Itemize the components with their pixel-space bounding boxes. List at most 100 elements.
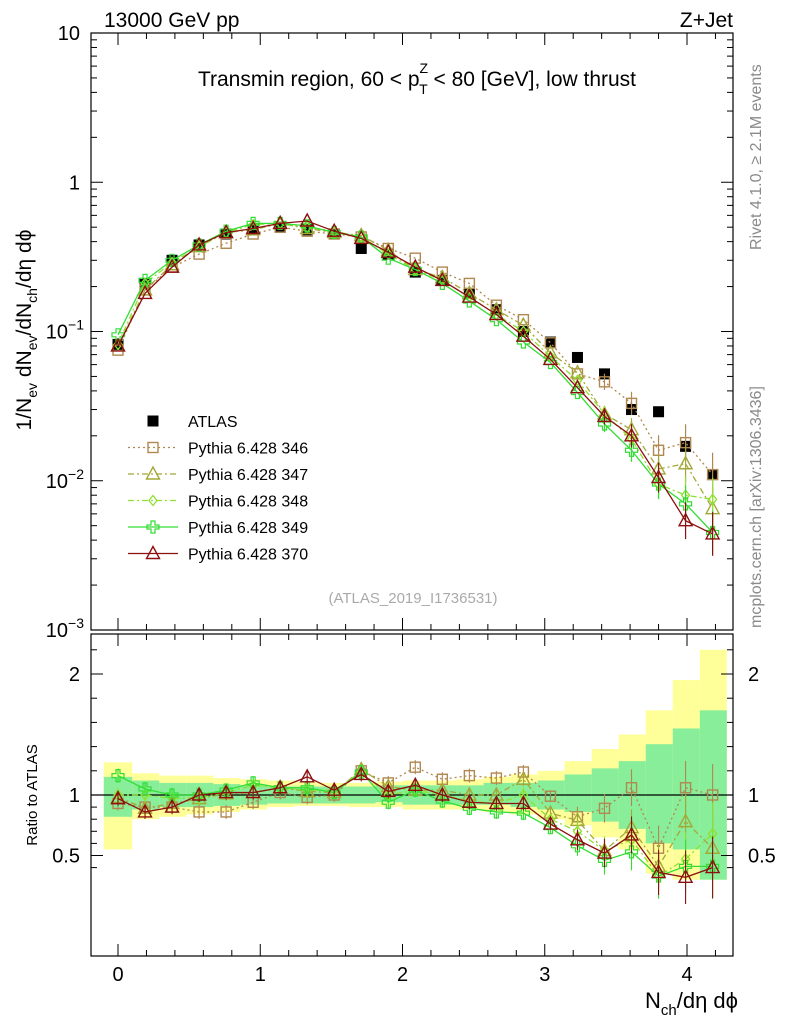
ratio-point <box>489 805 503 819</box>
legend-marker <box>145 545 161 560</box>
main-point <box>571 351 583 363</box>
ratio-point <box>191 786 207 801</box>
ratio-point <box>164 798 180 813</box>
legend: ATLAS Pythia 6.428 346 Pythia 6.428 347 Pyt… <box>128 414 308 564</box>
main-point <box>678 497 693 511</box>
main-panel-content <box>110 212 721 556</box>
ratio-point <box>706 789 719 801</box>
ratio-point <box>409 761 422 773</box>
analysis-watermark: (ATLAS_2019_I1736531) <box>328 590 497 607</box>
main-point <box>164 258 180 273</box>
ratio-point <box>353 765 369 781</box>
main-point <box>383 248 394 261</box>
xlabel-part-0: N <box>645 988 661 1013</box>
main-point <box>272 214 288 230</box>
process-label: Z+Jet <box>680 9 733 32</box>
legend-entry-1: Pythia 6.428 346 <box>128 441 308 458</box>
ylabel-part-6: /dη dϕ <box>13 230 36 288</box>
x-tick-label: 2 <box>397 964 408 986</box>
legend-marker <box>147 441 159 454</box>
ratio-point <box>651 869 666 883</box>
axes: 10 1 10−1 10−2 10−3 0 1 2 3 4 0.5 0.5 1 1 2 2 <box>46 23 776 986</box>
main-panel-frame <box>90 32 734 631</box>
legend-label: Pythia 6.428 348 <box>188 494 308 511</box>
title-sup: Z <box>420 60 429 76</box>
ratio-y-tick-label-right: 1 <box>748 785 759 807</box>
ratio-point <box>245 784 261 799</box>
main-line-1 <box>117 226 714 475</box>
ratio-point <box>488 795 505 810</box>
legend-entry-2: Pythia 6.428 347 <box>128 465 308 484</box>
x-axis-label: Nch/dη dϕ <box>645 988 738 1019</box>
ratio-point <box>679 782 692 794</box>
ratio-point <box>623 826 640 841</box>
main-point <box>137 281 153 296</box>
main-point <box>542 344 559 359</box>
main-point <box>194 240 204 253</box>
main-point <box>327 225 341 240</box>
ratio-point <box>463 769 476 782</box>
ratio-y-axis-label: Ratio to ATLAS <box>24 744 41 845</box>
main-point <box>299 212 315 227</box>
ratio-point <box>516 806 531 820</box>
main-point <box>677 455 694 470</box>
main-point <box>274 221 286 233</box>
title-text-pre: Transmin region, 60 < p <box>198 68 420 91</box>
main-point <box>704 525 721 540</box>
main-point <box>707 493 718 506</box>
main-point <box>326 222 342 237</box>
ratio-y-tick-label-left: 0.5 <box>52 846 80 868</box>
legend-marker <box>147 415 159 427</box>
ratio-point <box>677 813 694 828</box>
main-point <box>517 326 529 337</box>
legend-marker <box>145 465 161 480</box>
ratio-point <box>544 790 557 802</box>
ratio-point <box>515 795 532 810</box>
legend-marker <box>148 494 158 507</box>
ratio-point <box>569 831 586 846</box>
main-point <box>110 337 126 352</box>
ratio-point <box>598 802 611 815</box>
ratio-point <box>624 845 639 859</box>
main-point <box>138 273 152 287</box>
main-point <box>301 224 313 236</box>
ratio-point <box>165 788 179 802</box>
ratio-y-tick-label-left: 2 <box>69 664 80 686</box>
ratio-band-inner <box>564 774 592 812</box>
ratio-point <box>111 769 125 783</box>
ratio-y-tick-label-right: 0.5 <box>748 846 776 868</box>
ratio-point <box>326 781 342 796</box>
ratio-y-tick-label-right: 2 <box>748 664 759 686</box>
main-y-tick-label: 1 <box>69 172 80 194</box>
main-point <box>193 248 205 260</box>
main-point <box>355 242 367 254</box>
legend-entry-5: Pythia 6.428 370 <box>128 545 308 564</box>
main-y-tick-label: 10−3 <box>46 615 84 642</box>
ratio-point <box>220 806 232 818</box>
main-point <box>569 379 586 394</box>
main-point <box>650 469 667 484</box>
ratio-point <box>515 770 532 785</box>
mcplots-label: mcplots.cern.ch [arXiv:1306.3436] <box>748 386 765 628</box>
title-text-post: < 80 [GeV], low thrust <box>428 68 637 91</box>
main-series-5 <box>110 212 721 556</box>
ratio-point <box>542 815 559 830</box>
rivet-version-label: Rivet 4.1.0, ≥ 2.1M events <box>748 64 765 250</box>
main-point <box>218 224 234 239</box>
main-line-5 <box>117 220 713 535</box>
ratio-point <box>110 790 126 805</box>
main-point <box>191 236 207 251</box>
main-point <box>380 243 396 258</box>
legend-entry-0: ATLAS <box>147 414 238 431</box>
main-point <box>653 406 665 418</box>
ratio-panel-content <box>91 649 733 905</box>
main-point <box>677 512 694 527</box>
ratio-point <box>137 803 153 818</box>
main-y-axis-label: 1/Nev dNev/dNch/dη dϕ <box>13 230 40 431</box>
main-point <box>246 216 260 231</box>
legend-label: Pythia 6.428 370 <box>188 547 308 564</box>
main-point <box>625 397 638 410</box>
ratio-y-tick-label-left: 1 <box>69 785 80 807</box>
main-point <box>140 277 150 290</box>
